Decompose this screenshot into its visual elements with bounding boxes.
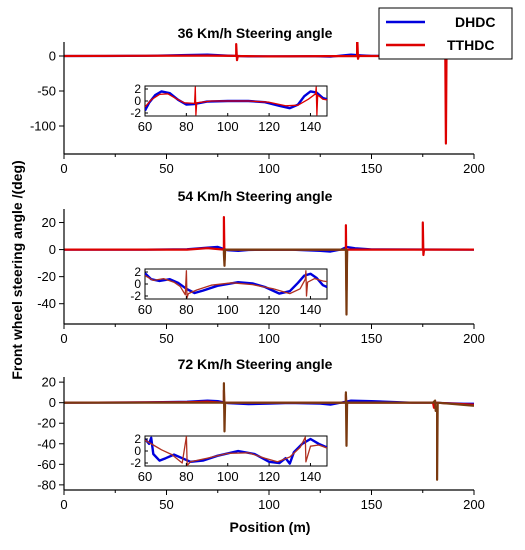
x-tick-label: 100 [258,161,280,176]
x-tick-label: 0 [60,497,67,512]
inset-series-line-tthdc [145,86,327,116]
x-tick-label: 150 [361,331,383,346]
inset-frame [144,268,328,300]
inset-y-tick-label: 0 [134,94,141,108]
y-tick-label: -80 [37,477,56,492]
inset-y-tick-label: 0 [134,277,141,291]
inset-x-tick-label: 80 [179,302,193,317]
x-tick-label: 100 [258,331,280,346]
subplot-54kmh: 54 Km/h Steering angle 0 50 100 150 200200-2… [37,188,485,346]
y-tick-label: -20 [37,269,56,284]
inset-x-tick-label: 80 [179,119,193,134]
subplot-title: 72 Km/h Steering angle [178,356,333,372]
x-tick-label: 50 [159,161,173,176]
x-tick-label: 50 [159,497,173,512]
x-tick-label: 100 [258,497,280,512]
inset-zoom: 60 80 100 120 140 20-2 [130,265,328,317]
y-tick-label: 20 [42,375,56,390]
inset-y-tick-label: 2 [134,265,141,279]
x-tick-label: 150 [361,161,383,176]
series-line-trace-2 [64,382,474,481]
y-tick-label: -20 [37,416,56,431]
inset-zoom: 60 80 100 120 140 20-2 [130,82,328,134]
x-tick-label: 200 [463,161,485,176]
inset-y-tick-label: -2 [130,289,141,303]
y-tick-label: -100 [30,119,56,134]
series-line-tthdc [64,389,474,410]
legend-label-dhdc: DHDC [455,14,495,30]
inset-x-tick-label: 120 [258,119,280,134]
subplot-title: 54 Km/h Steering angle [178,188,333,204]
inset-y-tick-label: 2 [134,432,141,446]
y-tick-label: 0 [49,395,56,410]
y-axis-label: Front wheel steering angle /(deg) [9,160,25,379]
x-tick-label: 200 [463,497,485,512]
inset-x-tick-label: 60 [138,302,152,317]
y-tick-label: 20 [42,215,56,230]
inset-x-tick-label: 100 [217,302,239,317]
inset-x-tick-label: 140 [300,469,322,484]
y-tick-label: 0 [49,242,56,257]
y-tick-label: -40 [37,296,56,311]
inset-series-line-tthdc [145,270,327,299]
y-tick-label: 0 [49,49,56,64]
inset-y-tick-label: 0 [134,444,141,458]
subplot-title: 36 Km/h Steering angle [178,25,333,41]
inset-x-tick-label: 140 [300,119,322,134]
inset-series-line-tthdc [145,436,327,466]
inset-y-tick-label: -2 [130,106,141,120]
series-line-tthdc [64,42,474,145]
series-line-trace-2 [222,248,349,316]
inset-x-tick-label: 100 [217,469,239,484]
y-tick-label: -40 [37,436,56,451]
legend-frame [378,7,513,60]
inset-x-tick-label: 60 [138,469,152,484]
inset-x-tick-label: 140 [300,302,322,317]
subplot-36kmh: 36 Km/h Steering angle 0 50 100 150 200 0 -50 -… [30,25,485,176]
x-axis-label: Position (m) [230,519,311,535]
legend: DHDC TTHDC [378,7,513,60]
x-tick-label: 50 [159,331,173,346]
inset-series-line-dhdc [145,272,327,295]
x-tick-label: 200 [463,331,485,346]
inset-y-tick-label: -2 [130,456,141,470]
x-tick-label: 150 [361,497,383,512]
x-tick-label: 0 [60,331,67,346]
y-tick-label: -50 [37,84,56,99]
legend-label-tthdc: TTHDC [447,37,494,53]
inset-y-tick-label: 2 [134,82,141,96]
subplot-72kmh: 72 Km/h Steering angle 0 50 100 150 200200-2… [37,356,485,512]
inset-x-tick-label: 60 [138,119,152,134]
inset-x-tick-label: 100 [217,119,239,134]
x-tick-label: 0 [60,161,67,176]
inset-zoom: 60 80 100 120 140 20-2 [130,432,328,484]
inset-x-tick-label: 120 [258,469,280,484]
inset-x-tick-label: 80 [179,469,193,484]
inset-x-tick-label: 120 [258,302,280,317]
y-tick-label: -60 [37,457,56,472]
